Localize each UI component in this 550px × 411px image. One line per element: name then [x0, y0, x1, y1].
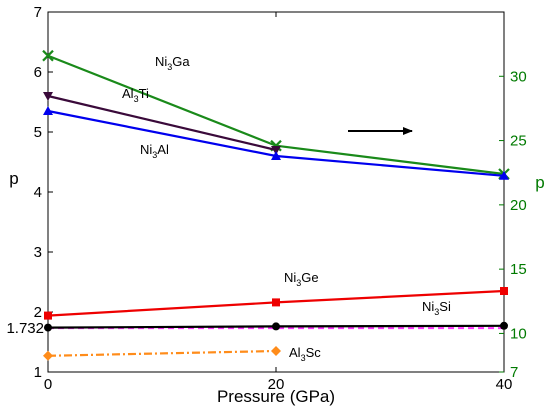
data-point-ni3al — [499, 170, 509, 180]
y-tick-label: 3 — [34, 244, 42, 261]
y-reference-label: 1.732 — [6, 320, 44, 337]
data-point-al3sc — [43, 350, 53, 361]
data-point-ni3si — [44, 323, 52, 332]
y-tick-label: 7 — [34, 4, 42, 21]
y-right-tick-label: 20 — [510, 197, 527, 214]
data-point-ni3ge — [500, 287, 508, 295]
annotation-subscript: 3 — [134, 94, 139, 104]
x-tick-label: 20 — [268, 376, 285, 393]
x-axis-label: Pressure (GPa) — [217, 387, 335, 406]
y-tick-label: 5 — [34, 124, 42, 141]
series-annotation-al3sc: Al3Sc — [289, 345, 321, 363]
y-right-tick-label: 15 — [510, 261, 527, 278]
y-tick-label: 6 — [34, 64, 42, 81]
plot-frame — [47, 11, 505, 373]
annotation-rest: Ga — [172, 54, 190, 69]
annotation-subscript: 3 — [301, 353, 306, 363]
annotation-rest: Ti — [139, 86, 149, 101]
annotation-rest: Sc — [306, 345, 322, 360]
annotation-rest: Si — [439, 299, 451, 314]
data-point-ni3al — [271, 151, 281, 160]
y-right-tick-label: 7 — [510, 364, 518, 381]
series-annotation-ni3ga: Ni3Ga — [155, 54, 190, 72]
series-annotation-ni3al: Ni3Al — [140, 142, 169, 160]
annotation-base: Ni — [284, 270, 296, 285]
annotation-subscript: 3 — [434, 307, 439, 317]
x-tick-label: 0 — [44, 376, 52, 393]
data-point-al3ti — [43, 92, 53, 101]
annotation-base: Ni — [140, 142, 152, 157]
data-point-ni3si — [272, 322, 280, 331]
annotation-base: Ni — [155, 54, 167, 69]
data-point-ni3ga — [42, 49, 54, 62]
series-annotation-ni3si: Ni3Si — [422, 299, 451, 317]
series-layer — [42, 49, 510, 361]
annotation-rest: Ge — [301, 270, 318, 285]
annotation-subscript: 3 — [167, 62, 172, 72]
annotation-base: Al — [122, 86, 134, 101]
series-annotation-al3ti: Al3Ti — [122, 86, 149, 104]
axes-layer: 0 20 40 1 2 3 4 5 6 7 1.732 7 10 15 20 25 30 — [6, 4, 526, 393]
annotation-base: Ni — [422, 299, 434, 314]
y-right-tick-label: 25 — [510, 133, 527, 150]
annotation-subscript: 3 — [152, 150, 157, 160]
y-tick-label: 2 — [34, 304, 42, 321]
series-annotation-ni3ge: Ni3Ge — [284, 270, 319, 288]
y-tick-label: 1 — [34, 364, 42, 381]
annotation-subscript: 3 — [296, 278, 301, 288]
data-point-ni3si — [500, 321, 508, 330]
y-tick-label: 4 — [34, 184, 42, 201]
data-point-ni3al — [43, 106, 53, 115]
data-point-ni3ge — [44, 311, 52, 320]
data-point-ni3ge — [272, 298, 280, 307]
y-right-tick-label: 10 — [510, 325, 527, 342]
data-point-al3sc — [271, 346, 281, 356]
annotation-rest: Al — [157, 142, 169, 157]
y-axis-label: p — [9, 169, 18, 188]
y-axis-right-label: p — [535, 173, 544, 192]
data-point-ni3ga-stroke — [42, 49, 54, 62]
data-point-al3ti — [271, 146, 281, 155]
x-tick-label: 40 — [496, 376, 513, 393]
series-line-al3sc — [47, 349, 277, 357]
y-right-tick-label: 30 — [510, 68, 527, 85]
annotation-base: Al — [289, 345, 301, 360]
series-line-al3ti — [47, 94, 277, 152]
